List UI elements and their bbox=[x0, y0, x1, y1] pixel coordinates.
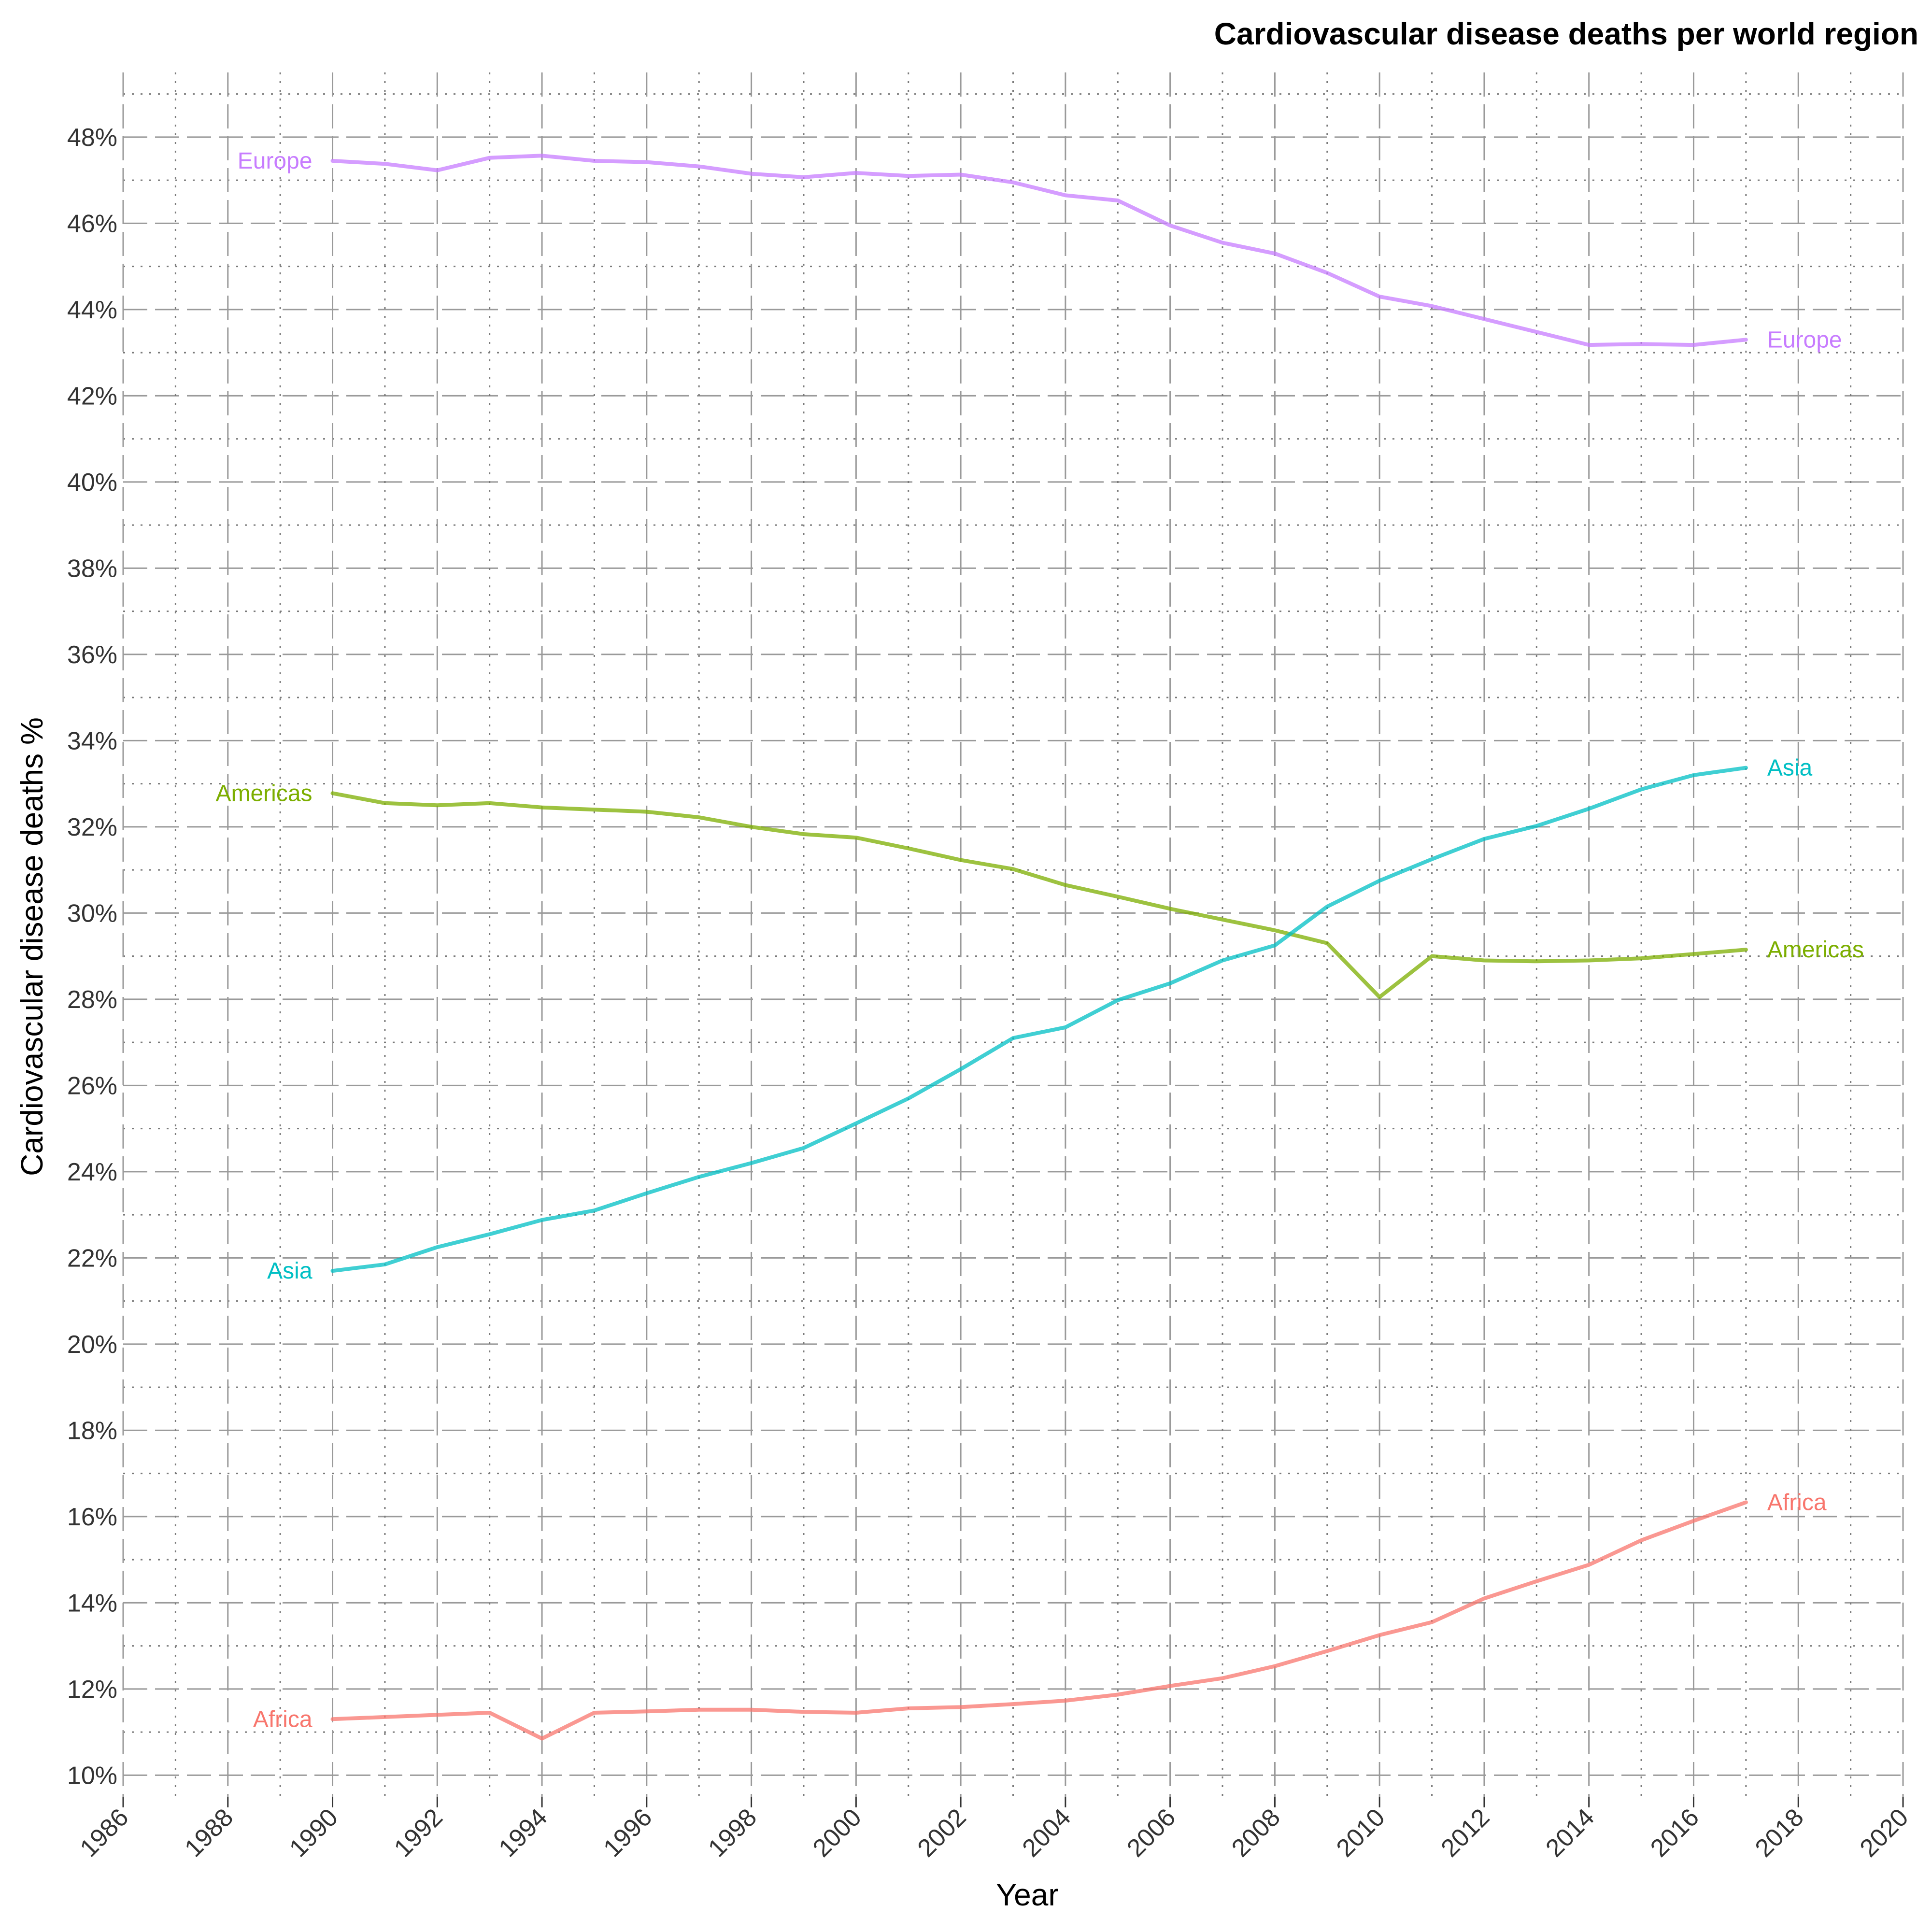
series-lines bbox=[330, 154, 1748, 1741]
series-label-start-europe: Europe bbox=[238, 148, 313, 174]
y-tick-label: 12% bbox=[67, 1676, 117, 1704]
y-tick-label: 28% bbox=[67, 986, 117, 1014]
y-tick-label: 36% bbox=[67, 641, 117, 669]
y-tick-label: 48% bbox=[67, 124, 117, 152]
y-tick-label: 46% bbox=[67, 210, 117, 238]
y-tick-label: 10% bbox=[67, 1762, 117, 1790]
x-tick-label: 2020 bbox=[1855, 1803, 1914, 1862]
y-tick-label: 22% bbox=[67, 1244, 117, 1272]
series-label-start-asia: Asia bbox=[267, 1258, 313, 1284]
x-tick-label: 2014 bbox=[1540, 1803, 1600, 1862]
x-tick-label: 1998 bbox=[703, 1803, 762, 1862]
series-label-end-africa: Africa bbox=[1767, 1490, 1827, 1515]
x-tick-label: 1996 bbox=[598, 1803, 657, 1862]
y-tick-label: 30% bbox=[67, 899, 117, 927]
grid-lines bbox=[122, 72, 1904, 1797]
series-labels: Europe Europe Americas Americas Asia Asia Afri… bbox=[215, 148, 1863, 1732]
x-tick-label: 1994 bbox=[494, 1803, 553, 1862]
y-tick-label: 34% bbox=[67, 727, 117, 755]
x-axis-label: Year bbox=[996, 1877, 1058, 1912]
x-tick-label: 2000 bbox=[808, 1803, 867, 1862]
y-tick-label: 18% bbox=[67, 1417, 117, 1445]
x-tick-label: 2010 bbox=[1331, 1803, 1391, 1862]
y-tick-label: 40% bbox=[67, 469, 117, 497]
chart-title: Cardiovascular disease deaths per world … bbox=[1214, 16, 1918, 51]
y-tick-label: 32% bbox=[67, 813, 117, 841]
x-axis: 1986 1988 1990 1992 1994 1996 1998 2000 2002 2004… bbox=[75, 1797, 1914, 1862]
series-label-end-asia: Asia bbox=[1767, 755, 1813, 781]
series-line-americas bbox=[330, 791, 1748, 999]
series-line-europe bbox=[330, 154, 1748, 347]
y-tick-label: 38% bbox=[67, 554, 117, 582]
series-label-start-africa: Africa bbox=[253, 1706, 313, 1732]
x-tick-label: 1990 bbox=[284, 1803, 343, 1862]
y-axis: 10% 12% 14% 16% 18% 20% 22% 24% 26% 28% 30% 32% 34% 3… bbox=[67, 124, 117, 1790]
y-tick-label: 26% bbox=[67, 1072, 117, 1100]
x-tick-label: 1988 bbox=[179, 1803, 239, 1862]
y-tick-label: 20% bbox=[67, 1331, 117, 1359]
x-tick-label: 1992 bbox=[389, 1803, 448, 1862]
x-tick-label: 2012 bbox=[1436, 1803, 1495, 1862]
y-tick-label: 24% bbox=[67, 1158, 117, 1186]
y-axis-label: Cardiovascular disease deaths % bbox=[14, 717, 49, 1176]
y-tick-label: 14% bbox=[67, 1589, 117, 1617]
x-tick-label: 2004 bbox=[1017, 1803, 1077, 1862]
x-tick-label: 2008 bbox=[1226, 1803, 1286, 1862]
series-label-end-europe: Europe bbox=[1767, 327, 1842, 353]
x-tick-label: 2016 bbox=[1645, 1803, 1705, 1862]
series-label-start-americas: Americas bbox=[215, 781, 312, 806]
x-tick-label: 2002 bbox=[912, 1803, 972, 1862]
x-tick-label: 1986 bbox=[75, 1803, 134, 1862]
y-tick-label: 42% bbox=[67, 382, 117, 410]
x-tick-label: 2006 bbox=[1122, 1803, 1181, 1862]
y-tick-label: 44% bbox=[67, 296, 117, 324]
series-label-end-americas: Americas bbox=[1767, 937, 1864, 963]
series-line-asia bbox=[330, 766, 1748, 1273]
series-line-africa bbox=[330, 1500, 1748, 1741]
x-tick-label: 2018 bbox=[1750, 1803, 1809, 1862]
y-tick-label: 16% bbox=[67, 1503, 117, 1531]
